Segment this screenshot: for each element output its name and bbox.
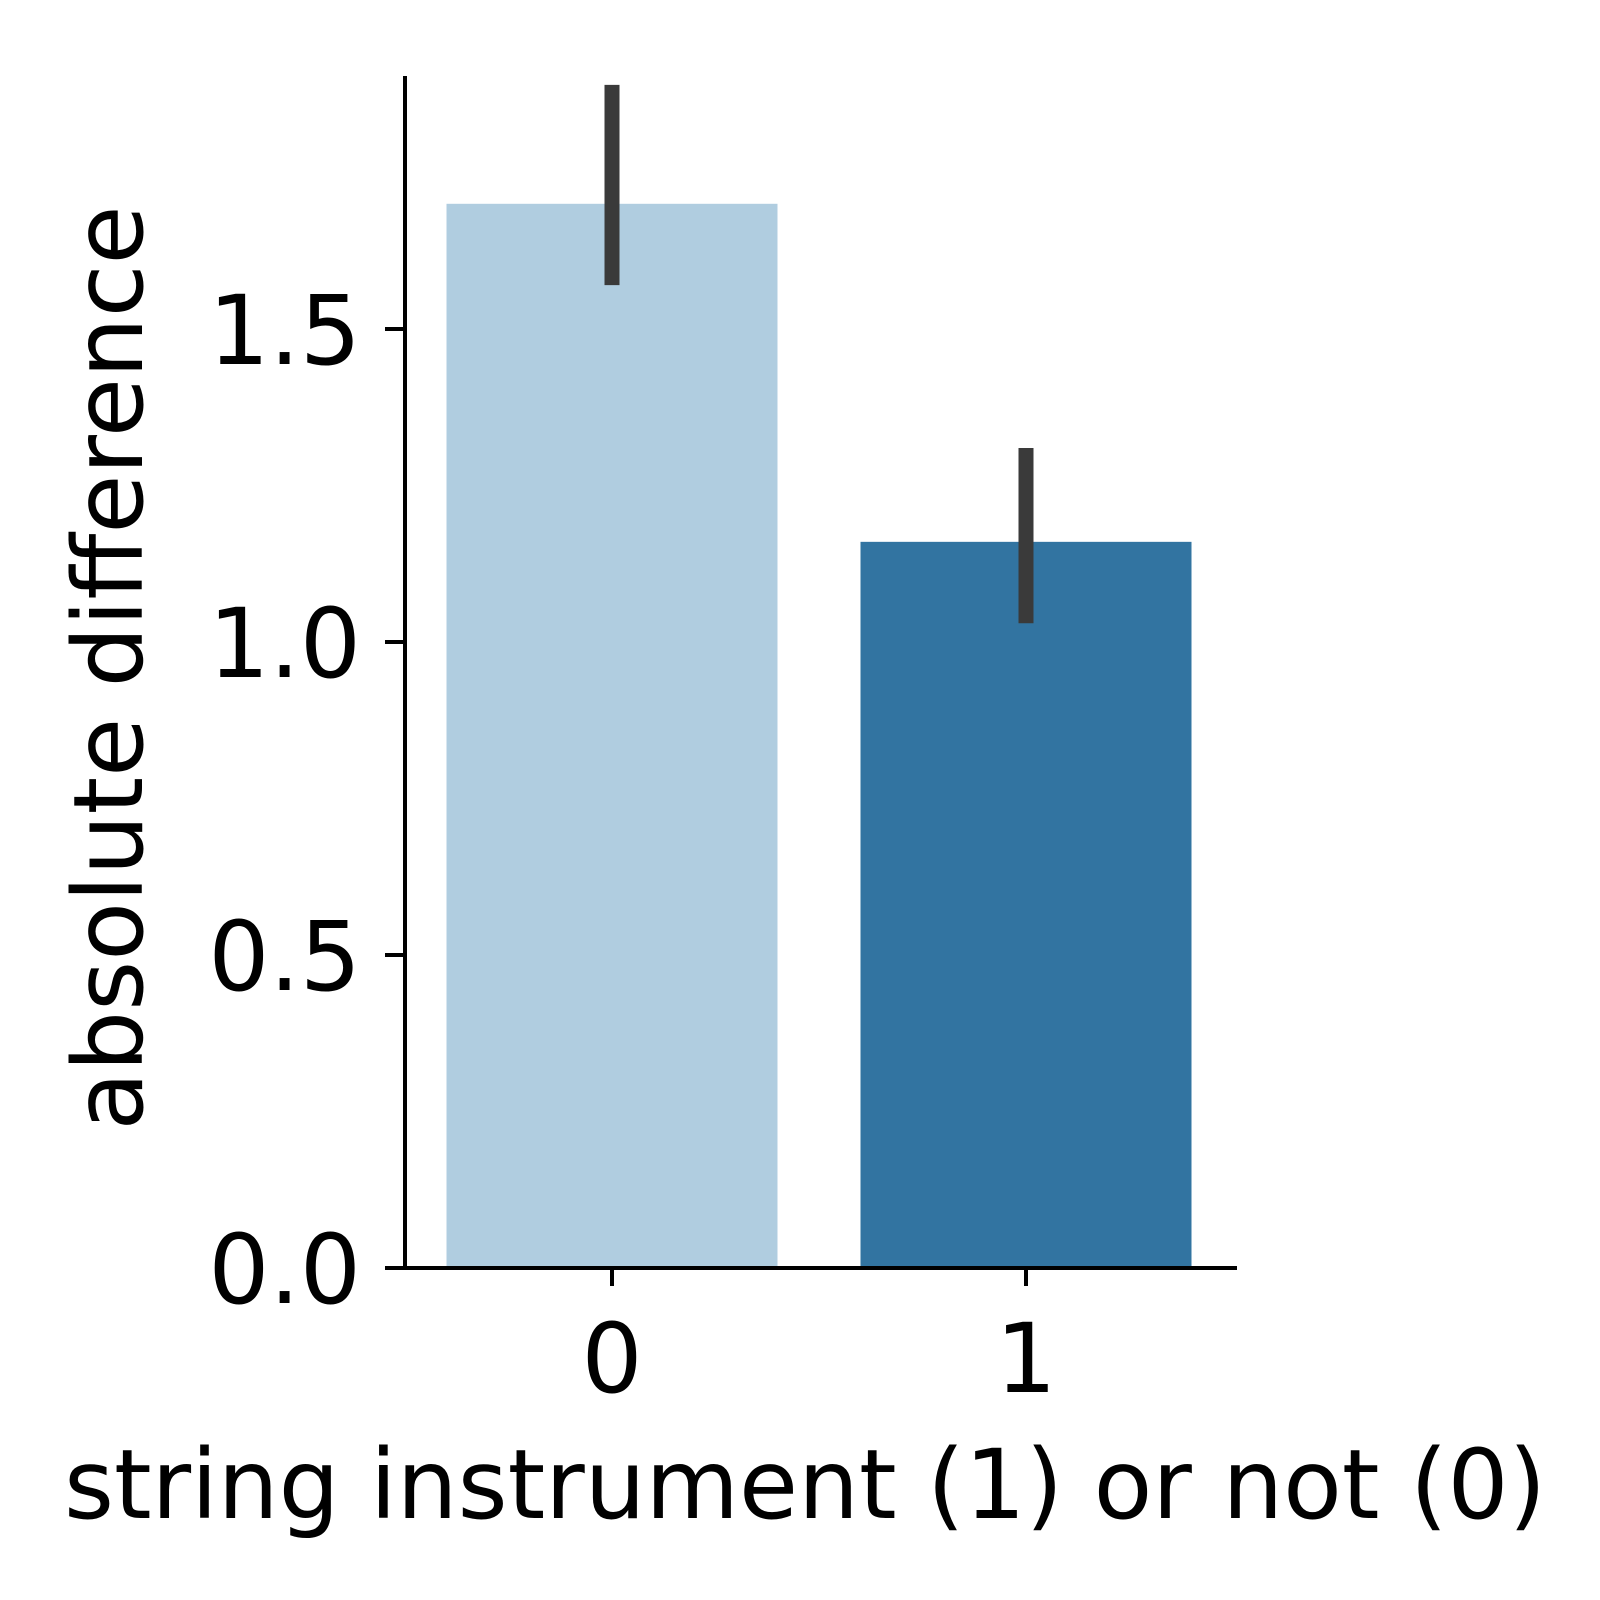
y-tick-label-0.5: 0.5 (208, 901, 361, 1013)
y-tick-label-0.0: 0.0 (208, 1214, 361, 1326)
error-bars-layer (604, 84, 1034, 624)
y-tick-label-1.5: 1.5 (208, 275, 361, 387)
bars-layer (446, 203, 1192, 1268)
ticks-layer: 0 1 0.0 0.5 1.0 1.5 (208, 275, 1056, 1415)
bar-1 (860, 541, 1192, 1268)
x-axis-label: string instrument (1) or not (0) (64, 1429, 1546, 1541)
y-tick-label-1.0: 1.0 (208, 588, 361, 700)
axes-layer (403, 76, 1237, 1270)
x-tick-label-0: 0 (581, 1303, 642, 1415)
y-axis-label: absolute difference (53, 205, 165, 1130)
x-tick-label-1: 1 (995, 1303, 1056, 1415)
bar-0 (446, 203, 778, 1268)
